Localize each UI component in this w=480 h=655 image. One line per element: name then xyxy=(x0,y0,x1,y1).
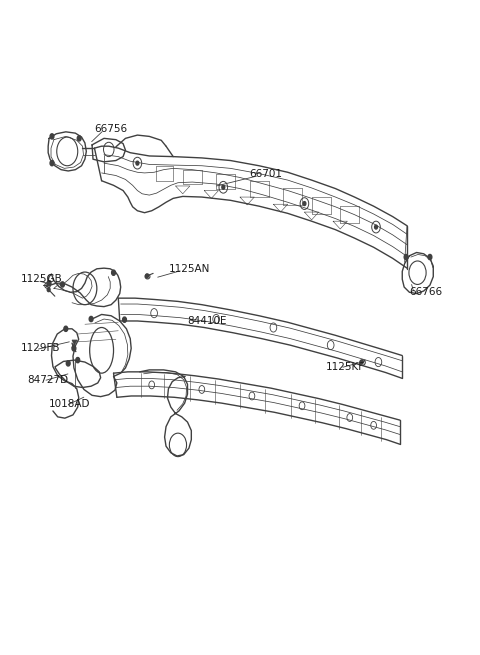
Text: 66756: 66756 xyxy=(95,124,128,134)
Circle shape xyxy=(76,358,80,363)
Text: 66766: 66766 xyxy=(409,287,443,297)
Circle shape xyxy=(222,185,225,189)
Circle shape xyxy=(60,282,64,287)
Circle shape xyxy=(374,225,377,229)
Text: 84410E: 84410E xyxy=(188,316,227,326)
Circle shape xyxy=(66,361,70,366)
Text: 1129FB: 1129FB xyxy=(21,343,60,353)
Text: 84727D: 84727D xyxy=(28,375,69,384)
Circle shape xyxy=(50,160,54,166)
Circle shape xyxy=(47,288,50,291)
Circle shape xyxy=(122,317,126,322)
Circle shape xyxy=(112,270,116,275)
Text: 1018AD: 1018AD xyxy=(49,400,91,409)
Text: 1125AN: 1125AN xyxy=(168,264,210,274)
Text: 1125GB: 1125GB xyxy=(21,274,62,284)
Circle shape xyxy=(145,274,148,278)
Circle shape xyxy=(72,346,76,351)
Circle shape xyxy=(64,326,68,331)
Circle shape xyxy=(303,202,306,206)
Circle shape xyxy=(47,280,51,286)
Circle shape xyxy=(89,316,93,322)
Circle shape xyxy=(404,254,408,259)
Circle shape xyxy=(50,134,54,139)
Text: 1125KF: 1125KF xyxy=(326,362,365,371)
Circle shape xyxy=(136,161,139,165)
Text: 66701: 66701 xyxy=(250,169,283,179)
Circle shape xyxy=(428,254,432,259)
Circle shape xyxy=(77,136,81,141)
Circle shape xyxy=(360,360,363,364)
